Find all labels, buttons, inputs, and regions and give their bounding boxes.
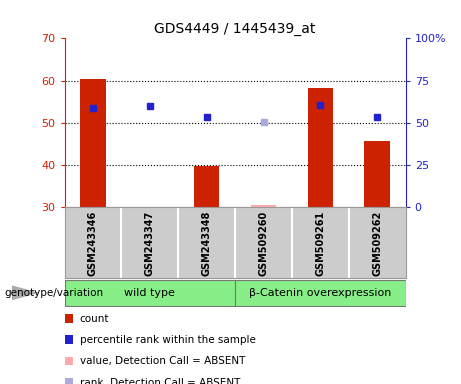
Title: GDS4449 / 1445439_at: GDS4449 / 1445439_at	[154, 22, 316, 36]
Text: rank, Detection Call = ABSENT: rank, Detection Call = ABSENT	[80, 377, 240, 384]
Text: count: count	[80, 314, 109, 324]
Text: percentile rank within the sample: percentile rank within the sample	[80, 335, 256, 345]
Text: β-Catenin overexpression: β-Catenin overexpression	[249, 288, 391, 298]
Bar	[235, 280, 406, 306]
Bar	[251, 205, 276, 207]
Text: GSM243347: GSM243347	[145, 210, 155, 275]
Text: GSM509262: GSM509262	[372, 210, 382, 275]
Text: GSM243348: GSM243348	[201, 210, 212, 276]
Bar	[65, 280, 235, 306]
Bar	[194, 166, 219, 207]
Bar	[307, 88, 333, 207]
Text: wild type: wild type	[124, 288, 175, 298]
Text: GSM509261: GSM509261	[315, 210, 325, 275]
Bar	[365, 141, 390, 207]
Text: GSM243346: GSM243346	[88, 210, 98, 275]
Text: value, Detection Call = ABSENT: value, Detection Call = ABSENT	[80, 356, 245, 366]
Text: GSM509260: GSM509260	[259, 210, 269, 275]
Polygon shape	[12, 285, 39, 300]
Text: genotype/variation: genotype/variation	[5, 288, 104, 298]
Bar	[80, 79, 106, 207]
